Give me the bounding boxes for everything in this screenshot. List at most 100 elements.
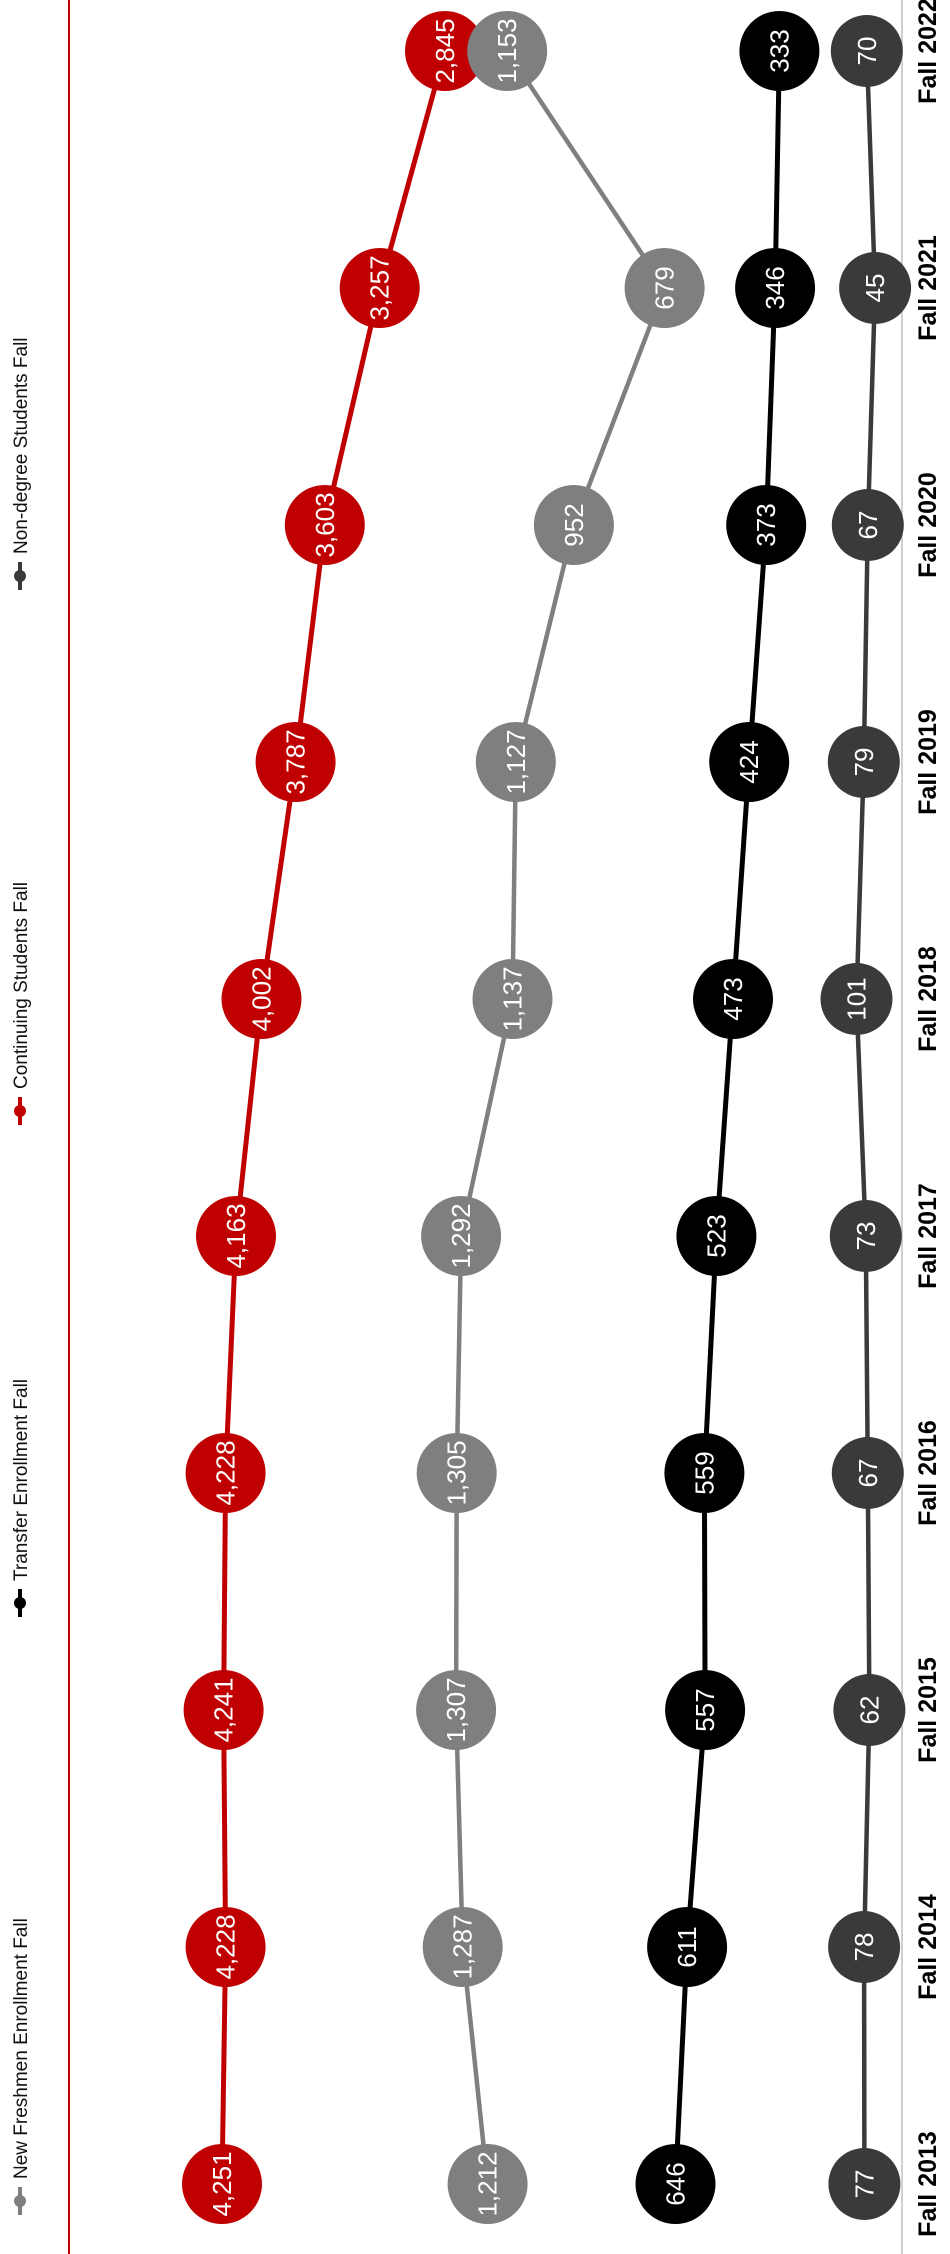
- data-label-continuing: 4,251: [207, 2151, 237, 2216]
- data-label-freshmen: 679: [650, 266, 680, 309]
- legend-label-continuing: Continuing Students Fall: [11, 882, 32, 1089]
- data-label-transfer: 611: [672, 1926, 702, 1967]
- data-point-transfer: [693, 959, 773, 1039]
- data-point-continuing: [339, 248, 420, 328]
- data-label-continuing: 4,002: [247, 966, 277, 1031]
- data-point-transfer: [635, 2144, 716, 2224]
- legend: New Freshmen Enrollment Fall Transfer En…: [11, 337, 32, 2215]
- data-point-freshmen: [422, 1907, 503, 1987]
- data-label-nondegree: 67: [853, 511, 883, 540]
- data-point-transfer: [665, 1670, 746, 1750]
- data-point-nondegree: [839, 252, 912, 324]
- data-point-transfer: [709, 722, 790, 802]
- legend-swatch-marker: [14, 570, 26, 582]
- data-point-nondegree: [830, 15, 903, 87]
- data-label-continuing: 4,163: [221, 1203, 251, 1268]
- data-point-nondegree: [828, 1911, 901, 1983]
- data-label-freshmen: 1,127: [501, 729, 531, 794]
- data-label-nondegree: 101: [842, 977, 872, 1020]
- data-point-continuing: [196, 1196, 276, 1276]
- data-point-freshmen: [533, 485, 614, 565]
- category-label: Fall 2015: [914, 1657, 942, 1763]
- category-label: Fall 2014: [914, 1894, 942, 2000]
- data-label-nondegree: 77: [849, 2170, 879, 2199]
- data-point-continuing: [183, 1670, 264, 1750]
- data-label-transfer: 473: [718, 977, 748, 1020]
- data-label-freshmen: 1,137: [498, 966, 528, 1031]
- data-point-continuing: [185, 1907, 266, 1987]
- data-point-freshmen: [416, 1433, 497, 1513]
- category-labels: Fall 2013 Fall 2014 Fall 2015 Fall 2016 Fall…: [914, 0, 942, 2237]
- data-label-continuing: 4,228: [211, 1914, 241, 1979]
- data-label-transfer: 373: [751, 503, 781, 546]
- data-label-nondegree: 45: [860, 274, 890, 303]
- series-markers: 4,251 4,228 4,241 4,228 4,163 4,002 3,787 3,603…: [182, 11, 912, 2224]
- data-label-freshmen: 1,305: [442, 1440, 472, 1505]
- data-label-continuing: 4,241: [209, 1677, 239, 1742]
- category-label: Fall 2016: [914, 1420, 942, 1526]
- data-point-nondegree: [829, 1200, 902, 1272]
- legend-label-nondegree: Non-degree Students Fall: [11, 337, 32, 554]
- data-point-continuing: [182, 2144, 262, 2224]
- category-label: Fall 2017: [914, 1183, 942, 1289]
- data-label-freshmen: 952: [559, 503, 589, 546]
- legend-label-transfer: Transfer Enrollment Fall: [11, 1379, 32, 1581]
- data-label-nondegree: 70: [852, 37, 882, 66]
- data-point-continuing: [284, 485, 365, 565]
- data-point-transfer: [726, 485, 807, 565]
- data-label-nondegree: 79: [849, 748, 879, 777]
- series-line-continuing: [219, 50, 448, 2185]
- data-point-transfer: [739, 11, 820, 91]
- data-point-freshmen: [624, 248, 705, 328]
- legend-swatch-marker: [14, 1105, 26, 1117]
- data-point-freshmen: [416, 1670, 497, 1750]
- data-point-freshmen: [467, 11, 548, 91]
- data-label-freshmen: 1,153: [492, 18, 522, 83]
- data-point-transfer: [676, 1196, 757, 1276]
- data-point-continuing: [185, 1433, 266, 1513]
- data-label-transfer: 523: [701, 1214, 731, 1257]
- data-label-continuing: 3,257: [365, 255, 395, 320]
- data-label-transfer: 646: [661, 2162, 691, 2205]
- category-label: Fall 2022: [914, 0, 942, 104]
- data-label-nondegree: 78: [849, 1933, 879, 1962]
- data-point-freshmen: [472, 959, 553, 1039]
- data-point-freshmen: [475, 722, 556, 802]
- data-point-nondegree: [820, 963, 893, 1035]
- data-label-continuing: 3,787: [281, 729, 311, 794]
- data-label-transfer: 346: [760, 266, 790, 309]
- category-label: Fall 2013: [914, 2131, 942, 2237]
- data-label-transfer: 424: [734, 740, 764, 783]
- legend-item-transfer: Transfer Enrollment Fall: [11, 1379, 32, 1617]
- legend-item-nondegree: Non-degree Students Fall: [11, 337, 32, 590]
- data-point-nondegree: [831, 489, 904, 561]
- legend-label-freshmen: New Freshmen Enrollment Fall: [11, 1918, 32, 2179]
- series-line-nondegree: [854, 50, 878, 2185]
- data-point-freshmen: [421, 1196, 502, 1276]
- data-label-nondegree: 62: [854, 1696, 884, 1725]
- data-label-freshmen: 1,292: [446, 1203, 476, 1268]
- legend-swatch-marker: [14, 1597, 26, 1609]
- data-label-nondegree: 67: [853, 1459, 883, 1488]
- series-line-freshmen: [453, 49, 667, 2185]
- data-point-freshmen: [447, 2144, 528, 2224]
- data-point-continuing: [255, 722, 336, 802]
- data-label-continuing: 2,845: [430, 18, 460, 83]
- data-label-transfer: 557: [690, 1688, 720, 1731]
- data-label-continuing: 3,603: [310, 492, 340, 557]
- data-point-transfer: [735, 248, 816, 328]
- data-label-transfer: 559: [689, 1451, 719, 1494]
- data-label-nondegree: 73: [851, 1222, 881, 1251]
- data-label-freshmen: 1,212: [473, 2151, 503, 2216]
- category-label: Fall 2020: [914, 472, 942, 578]
- data-point-transfer: [664, 1433, 745, 1513]
- data-point-nondegree: [831, 1437, 904, 1509]
- legend-item-freshmen: New Freshmen Enrollment Fall: [11, 1918, 32, 2215]
- legend-item-continuing: Continuing Students Fall: [11, 882, 32, 1125]
- data-point-continuing: [405, 11, 485, 91]
- data-label-freshmen: 1,287: [448, 1914, 478, 1979]
- data-point-nondegree: [828, 2148, 901, 2220]
- category-label: Fall 2019: [914, 709, 942, 815]
- category-label: Fall 2021: [914, 235, 942, 341]
